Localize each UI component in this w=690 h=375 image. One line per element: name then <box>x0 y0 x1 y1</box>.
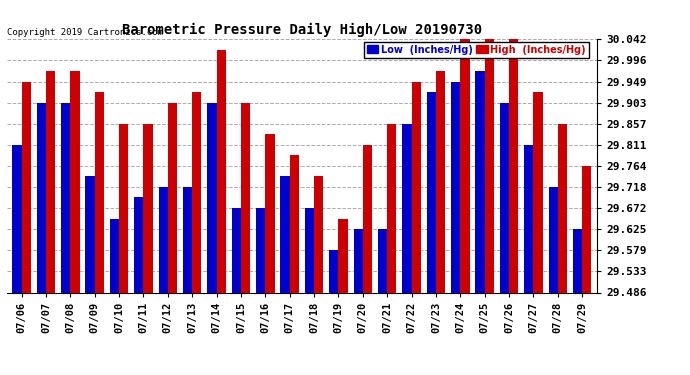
Bar <box>217 50 226 292</box>
Bar <box>509 39 518 292</box>
Bar <box>573 229 582 292</box>
Bar <box>533 92 543 292</box>
Bar <box>12 144 21 292</box>
Bar <box>436 71 445 292</box>
Bar <box>402 124 411 292</box>
Title: Barometric Pressure Daily High/Low 20190730: Barometric Pressure Daily High/Low 20190… <box>122 22 482 37</box>
Bar <box>314 176 324 292</box>
Bar <box>500 103 509 292</box>
Bar <box>193 92 201 292</box>
Bar <box>144 124 152 292</box>
Bar <box>232 208 241 292</box>
Bar <box>95 92 104 292</box>
Bar <box>280 176 290 292</box>
Bar <box>119 124 128 292</box>
Bar <box>426 92 436 292</box>
Bar <box>37 103 46 292</box>
Bar <box>411 82 421 292</box>
Legend: Low  (Inches/Hg), High  (Inches/Hg): Low (Inches/Hg), High (Inches/Hg) <box>364 42 589 57</box>
Bar <box>241 103 250 292</box>
Bar <box>460 39 470 292</box>
Bar <box>353 229 363 292</box>
Bar <box>46 71 55 292</box>
Bar <box>558 124 567 292</box>
Bar <box>338 219 348 292</box>
Bar <box>168 103 177 292</box>
Bar <box>134 197 144 292</box>
Bar <box>475 71 484 292</box>
Bar <box>183 187 193 292</box>
Bar <box>582 166 591 292</box>
Bar <box>524 144 533 292</box>
Bar <box>110 219 119 292</box>
Bar <box>329 250 338 292</box>
Text: Copyright 2019 Cartronics.com: Copyright 2019 Cartronics.com <box>7 28 163 37</box>
Bar <box>207 103 217 292</box>
Bar <box>484 39 494 292</box>
Bar <box>305 208 314 292</box>
Bar <box>451 82 460 292</box>
Bar <box>378 229 387 292</box>
Bar <box>549 187 558 292</box>
Bar <box>363 144 372 292</box>
Bar <box>266 134 275 292</box>
Bar <box>61 103 70 292</box>
Bar <box>70 71 79 292</box>
Bar <box>159 187 168 292</box>
Bar <box>21 82 31 292</box>
Bar <box>290 156 299 292</box>
Bar <box>86 176 95 292</box>
Bar <box>256 208 266 292</box>
Bar <box>387 124 397 292</box>
